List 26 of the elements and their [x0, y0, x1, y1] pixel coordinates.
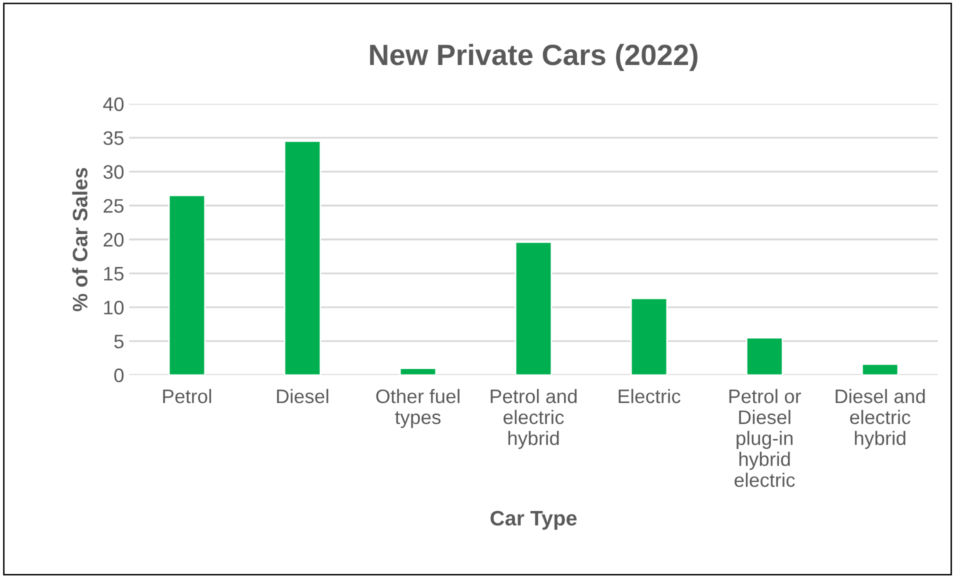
y-tick-label: 20 — [104, 232, 124, 247]
x-tick-label: Diesel — [277, 388, 328, 404]
bar — [630, 298, 668, 376]
y-tick-label: 35 — [103, 131, 124, 145]
x-tick-label: Petrol or Diesel plug-in hybrid electric — [729, 388, 801, 487]
bar — [746, 337, 784, 376]
y-tick-label: 30 — [103, 165, 124, 179]
bar — [284, 140, 322, 376]
x-tick-label: Other fuel types — [376, 388, 460, 428]
y-tick-label: 0 — [114, 368, 124, 382]
x-tick-label: Electric — [618, 388, 680, 404]
x-axis-title: Car Type — [490, 510, 577, 530]
y-tick-label: 15 — [104, 267, 124, 281]
y-tick-label: 5 — [114, 334, 124, 348]
bar — [861, 364, 899, 376]
x-tick-label: Petrol and electric hybrid — [490, 388, 577, 449]
y-tick-label: 40 — [103, 97, 124, 112]
bar — [168, 194, 206, 376]
y-axis-title: % of Car Sales — [72, 168, 88, 312]
y-tick-label: 25 — [104, 199, 124, 213]
x-tick-label: Diesel and electric hybrid — [836, 388, 925, 449]
y-tick-label: 10 — [104, 300, 124, 314]
chart-title: New Private Cars (2022) — [370, 44, 698, 72]
bar — [514, 241, 552, 376]
x-tick-label: Petrol — [163, 388, 212, 404]
bar — [399, 368, 437, 376]
